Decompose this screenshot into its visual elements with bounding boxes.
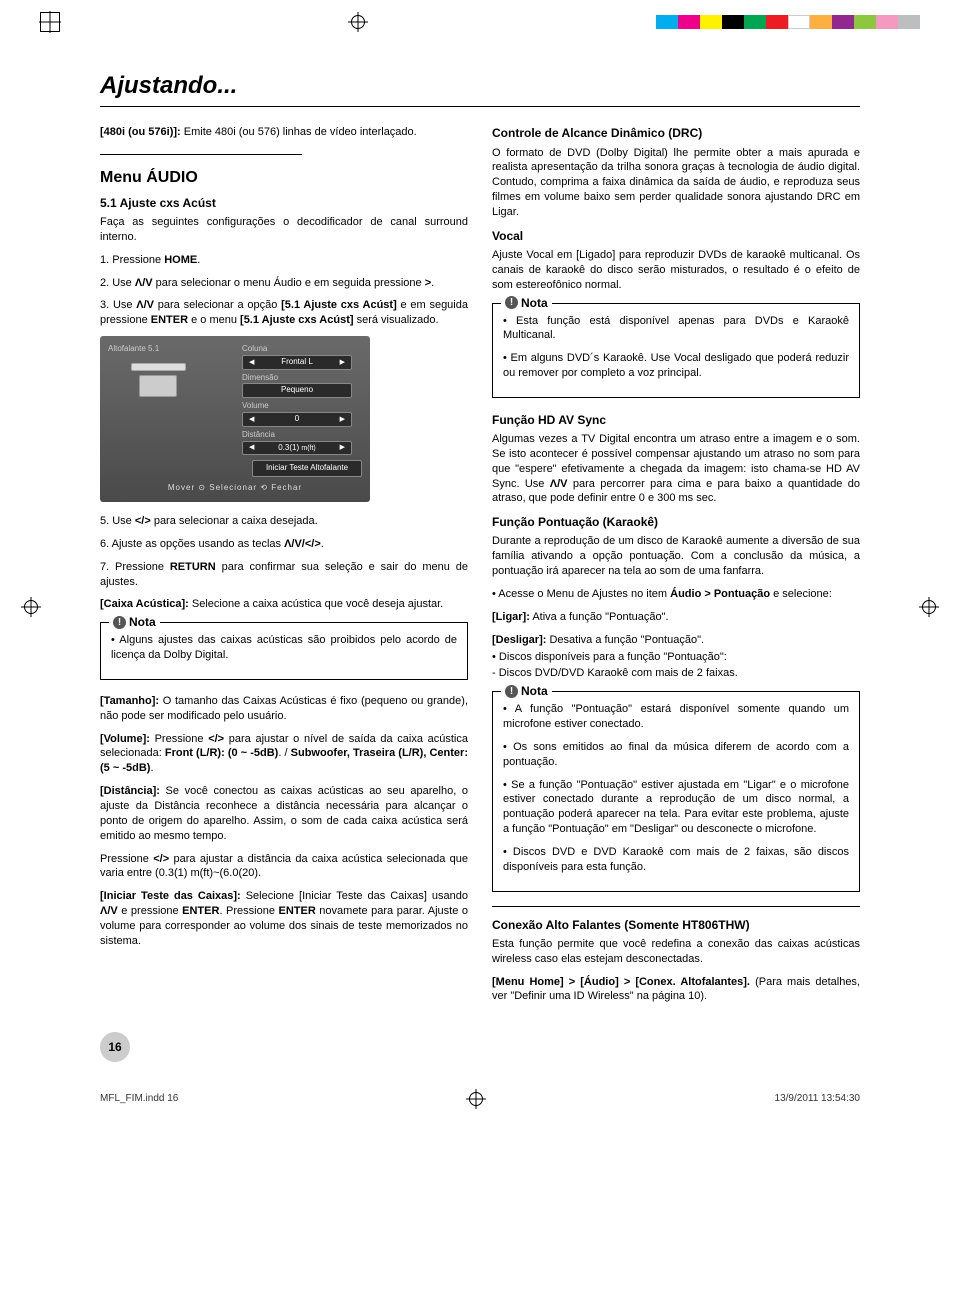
p-ligar: [Ligar]: Ativa a função "Pontuação". — [492, 610, 860, 625]
menu-audio-heading: Menu ÁUDIO — [100, 167, 468, 189]
pontuacao-p2: • Acesse o Menu de Ajustes no item Áudio… — [492, 587, 860, 602]
reg-mark-side-right — [922, 600, 936, 614]
note3-b: • Os sons emitidos ao final da música di… — [503, 740, 849, 770]
ajuste-intro: Faça as seguintes configurações o decodi… — [100, 215, 468, 245]
note-box-3: !Nota • A função "Pontuação" estará disp… — [492, 691, 860, 891]
step-1: 1. Pressione HOME. — [100, 253, 468, 268]
note1-text: • Alguns ajustes das caixas acústicas sã… — [111, 633, 457, 663]
left-column: [480i (ou 576i)]: Emite 480i (ou 576) li… — [100, 125, 468, 1012]
note3-d: • Discos DVD e DVD Karaokê com mais de 2… — [503, 845, 849, 875]
vocal-heading: Vocal — [492, 228, 860, 244]
color-calibration-bar — [656, 15, 920, 29]
note-label-1: !Nota — [109, 614, 160, 630]
label-480i: [480i (ou 576i)]: — [100, 126, 181, 138]
page-title: Ajustando... — [100, 70, 860, 107]
label-caixa: [Caixa Acústica]: — [100, 598, 189, 610]
print-registration-top — [0, 0, 960, 40]
note-label-2: !Nota — [501, 295, 552, 311]
osd-vol-label: Volume — [242, 401, 362, 412]
ajuste-heading: 5.1 Ajuste cxs Acúst — [100, 195, 468, 211]
conn-heading: Conexão Alto Falantes (Somente HT806THW) — [492, 917, 860, 933]
pontuacao-heading: Função Pontuação (Karaokê) — [492, 514, 860, 530]
p-480i: [480i (ou 576i)]: Emite 480i (ou 576) li… — [100, 125, 468, 140]
osd-vol-field: ◀0▶ — [242, 412, 352, 427]
label-volume: [Volume]: — [100, 733, 150, 745]
conn-path: [Menu Home] > [Áudio] > [Conex. Altofala… — [492, 976, 750, 988]
print-footer: MFL_FIM.indd 16 13/9/2011 13:54:30 — [0, 1082, 960, 1120]
p-volume: [Volume]: Pressione </> para ajustar o n… — [100, 732, 468, 777]
step-2: 2. Use Λ/V para selecionar o menu Áudio … — [100, 276, 468, 291]
osd-test-button: Iniciar Teste Altofalante — [252, 460, 362, 477]
vocal-text: Ajuste Vocal em [Ligado] para reproduzir… — [492, 248, 860, 293]
warning-icon: ! — [113, 616, 126, 629]
osd-speaker-graphic — [108, 355, 208, 405]
p-tamanho: [Tamanho]: O tamanho das Caixas Acústica… — [100, 694, 468, 724]
note2-a: • Esta função está disponível apenas par… — [503, 314, 849, 344]
hdsync-text: Algumas vezes a TV Digital encontra um a… — [492, 432, 860, 506]
page-body: Ajustando... [480i (ou 576i)]: Emite 480… — [0, 40, 960, 1082]
osd-dim-label: Dimensão — [242, 373, 362, 384]
step-7: 7. Pressione RETURN para confirmar sua s… — [100, 560, 468, 590]
osd-title-left: Altofalante 5.1 — [108, 344, 228, 355]
label-ligar: [Ligar]: — [492, 611, 530, 623]
osd-panel: Altofalante 5.1 Coluna ◀Frontal L▶ Dimen… — [100, 336, 370, 502]
separator-right — [492, 906, 860, 907]
conn-p1: Esta função permite que você redefina a … — [492, 937, 860, 967]
osd-footer: Mover ⊙ Selecionar ⟲ Fechar — [108, 483, 362, 494]
reg-mark-side-left — [24, 600, 38, 614]
label-iniciar: [Iniciar Teste das Caixas]: — [100, 890, 241, 902]
text-480i: Emite 480i (ou 576) linhas de vídeo inte… — [181, 126, 417, 138]
drc-heading: Controle de Alcance Dinâmico (DRC) — [492, 125, 860, 141]
reg-mark-left — [40, 12, 60, 32]
conn-p2: [Menu Home] > [Áudio] > [Conex. Altofala… — [492, 975, 860, 1005]
p-desligar: [Desligar]: Desativa a função "Pontuação… — [492, 633, 860, 648]
note-box-1: !Nota • Alguns ajustes das caixas acústi… — [100, 622, 468, 680]
footer-file: MFL_FIM.indd 16 — [100, 1092, 178, 1106]
warning-icon: ! — [505, 296, 518, 309]
note-box-2: !Nota • Esta função está disponível apen… — [492, 303, 860, 398]
osd-coluna-field: ◀Frontal L▶ — [242, 355, 352, 370]
p-caixa: [Caixa Acústica]: Selecione a caixa acús… — [100, 597, 468, 612]
drc-text: O formato de DVD (Dolby Digital) lhe per… — [492, 146, 860, 220]
reg-mark-center-bottom — [469, 1092, 483, 1106]
note-label-3: !Nota — [501, 683, 552, 699]
step-3: 3. Use Λ/V para selecionar a opção [5.1 … — [100, 298, 468, 328]
separator-line — [100, 154, 302, 155]
p-discos2: - Discos DVD/DVD Karaokê com mais de 2 f… — [492, 666, 860, 681]
label-tamanho: [Tamanho]: — [100, 695, 159, 707]
label-distancia: [Distância]: — [100, 785, 160, 797]
osd-dist-field: ◀0.3(1) m(ft)▶ — [242, 441, 352, 456]
p-distancia: [Distância]: Se você conectou as caixas … — [100, 784, 468, 843]
warning-icon: ! — [505, 685, 518, 698]
note3-a: • A função "Pontuação" estará disponível… — [503, 702, 849, 732]
reg-mark-center-top — [351, 15, 365, 29]
right-column: Controle de Alcance Dinâmico (DRC) O for… — [492, 125, 860, 1012]
osd-dim-field: Pequeno — [242, 383, 352, 398]
pontuacao-p1: Durante a reprodução de um disco de Kara… — [492, 534, 860, 579]
hdsync-heading: Função HD AV Sync — [492, 412, 860, 428]
footer-time: 13/9/2011 13:54:30 — [775, 1092, 860, 1106]
text-caixa: Selecione a caixa acústica que você dese… — [189, 598, 443, 610]
osd-dist-label: Distância — [242, 430, 362, 441]
step-5: 5. Use </> para selecionar a caixa desej… — [100, 514, 468, 529]
note2-b: • Em alguns DVD´s Karaokê. Use Vocal des… — [503, 351, 849, 381]
p-iniciar: [Iniciar Teste das Caixas]: Selecione [I… — [100, 889, 468, 948]
osd-coluna-label: Coluna — [242, 344, 362, 355]
label-desligar: [Desligar]: — [492, 634, 546, 646]
p-discos1: • Discos disponíveis para a função "Pont… — [492, 650, 860, 665]
text-volume: Pressione </> para ajustar o nível de sa… — [100, 733, 468, 775]
note3-c: • Se a função "Pontuação" estiver ajusta… — [503, 778, 849, 837]
page-number-badge: 16 — [100, 1032, 130, 1062]
p-press-dist: Pressione </> para ajustar a distância d… — [100, 852, 468, 882]
step-6: 6. Ajuste as opções usando as teclas Λ/V… — [100, 537, 468, 552]
